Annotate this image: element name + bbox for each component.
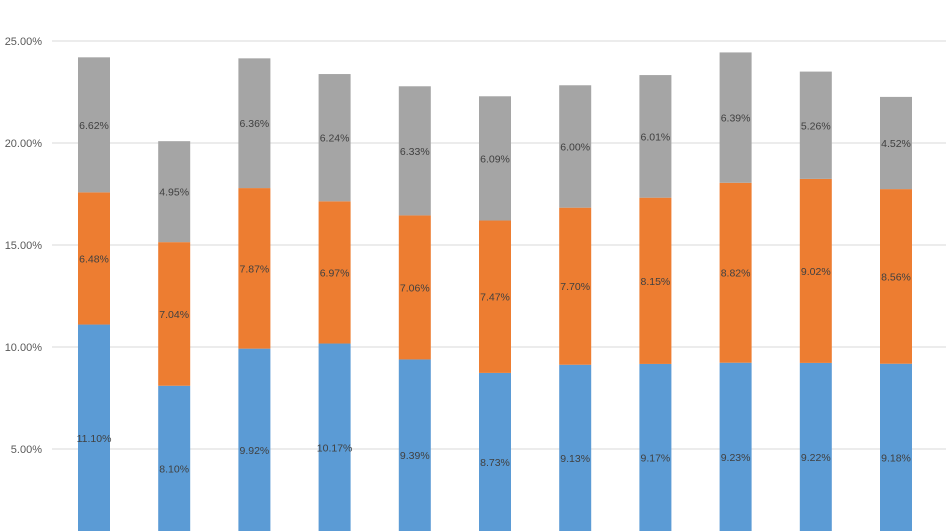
data-label: 9.23% (721, 452, 751, 464)
data-label: 8.10% (159, 463, 189, 475)
bar-segment (719, 182, 752, 363)
y-tick-label: 5.00% (11, 444, 42, 456)
bar-segment (719, 362, 752, 531)
bar-segment (479, 372, 511, 531)
data-label: 5.26% (801, 120, 831, 132)
data-label: 7.47% (480, 292, 510, 304)
bar-segment (559, 364, 592, 531)
data-label: 8.56% (881, 271, 911, 283)
bar-segment (559, 207, 592, 365)
bar-segment (639, 75, 672, 198)
data-label: 10.17% (317, 442, 353, 454)
y-tick-label: 15.00% (5, 240, 43, 252)
data-label: 9.39% (400, 450, 430, 462)
data-label: 11.10% (77, 433, 112, 445)
bar-segment (880, 363, 912, 531)
bar-segment (398, 86, 431, 216)
bar-segment (479, 96, 511, 221)
data-label: 6.00% (560, 141, 590, 153)
bar-segment (799, 71, 832, 179)
bar-segment (78, 324, 110, 531)
bar-segment (559, 85, 592, 208)
data-label: 6.39% (721, 113, 751, 125)
y-tick-label: 20.00% (5, 138, 43, 150)
y-axis-tick-labels: 5.00% 10.00% 15.00% 20.00% 25.00% (5, 36, 43, 456)
data-label: 8.15% (641, 276, 671, 288)
bar-segment (158, 242, 191, 386)
bar-segment (158, 141, 191, 243)
bar-segment (238, 348, 271, 531)
data-label: 7.04% (159, 309, 189, 321)
bar-segment (799, 178, 832, 363)
data-label: 6.33% (400, 146, 430, 158)
data-label: 8.73% (480, 457, 510, 469)
bar-segment (318, 201, 351, 344)
y-tick-label: 25.00% (5, 36, 43, 48)
data-label: 9.22% (801, 452, 831, 464)
bar-segment (639, 197, 672, 364)
bar-segment (880, 96, 912, 190)
data-label: 6.62% (79, 120, 109, 132)
bars (78, 52, 912, 531)
bar-segment (799, 362, 832, 531)
data-label: 6.36% (240, 118, 270, 130)
data-label: 6.24% (320, 133, 350, 145)
bar-segment (398, 359, 431, 531)
bar-segment (318, 343, 351, 531)
bar-segment (398, 215, 431, 360)
data-label: 7.70% (560, 281, 590, 293)
data-label: 9.02% (801, 266, 831, 278)
bar-segment (158, 385, 191, 531)
bar-segment (238, 188, 271, 349)
data-label: 9.92% (240, 445, 270, 457)
bar-segment (78, 57, 110, 193)
bar-segment (639, 363, 672, 531)
data-label: 7.06% (400, 282, 430, 294)
data-label: 9.17% (641, 452, 671, 464)
bar-segment (238, 58, 271, 189)
data-label: 4.95% (159, 187, 189, 199)
data-label: 7.87% (240, 263, 270, 275)
data-label: 9.13% (560, 453, 590, 465)
data-label: 4.52% (881, 138, 911, 150)
bar-segment (880, 189, 912, 364)
data-label: 6.48% (79, 253, 109, 265)
bar-segment (78, 192, 110, 325)
data-label: 6.97% (320, 267, 350, 279)
bar-segment (719, 52, 752, 183)
data-label: 6.01% (641, 131, 671, 143)
data-label: 9.18% (881, 452, 911, 464)
bar-segment (479, 220, 511, 373)
data-label: 6.09% (480, 153, 510, 165)
data-labels: 11.10% 6.48% 6.62% 8.10% 7.04% 4.95% 9.92% 7.87… (77, 113, 911, 476)
data-label: 8.82% (721, 268, 751, 280)
bar-segment (318, 74, 351, 202)
y-tick-label: 10.00% (5, 342, 43, 354)
